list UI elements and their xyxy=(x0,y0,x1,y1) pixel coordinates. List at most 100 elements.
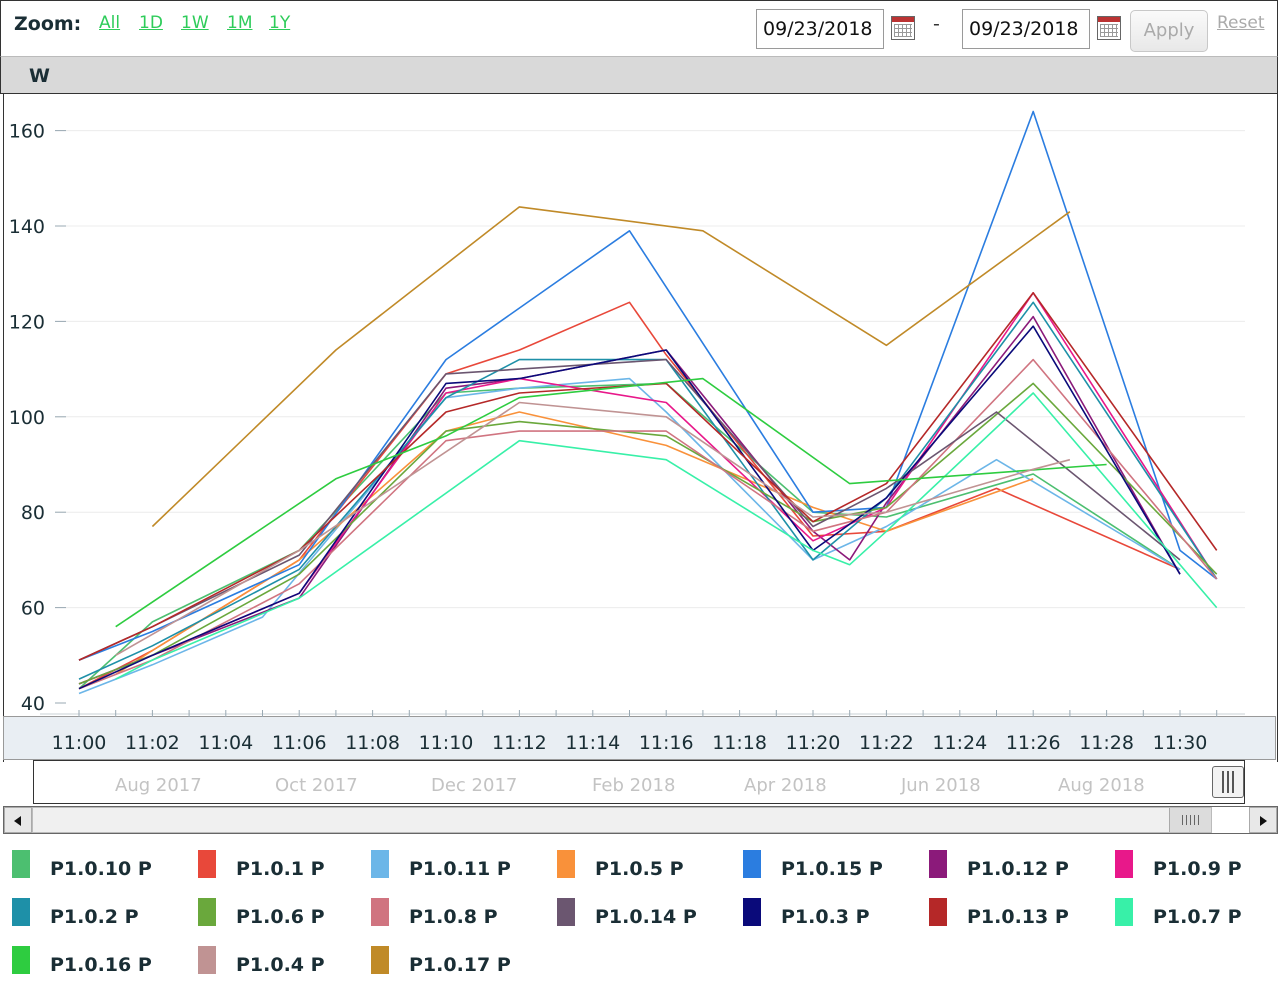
zoom-all-link[interactable]: All xyxy=(99,13,121,33)
series-line xyxy=(115,401,1071,656)
legend-item[interactable]: P1.0.15 P xyxy=(743,848,913,888)
legend-item[interactable]: P1.0.10 P xyxy=(12,848,182,888)
legend-label: P1.0.3 P xyxy=(781,906,870,928)
navigator-label: Jun 2018 xyxy=(901,775,981,796)
legend-swatch xyxy=(371,850,389,878)
navigator-handle[interactable] xyxy=(1212,766,1244,798)
x-tick-label: 11:18 xyxy=(712,732,767,754)
unit-label: W xyxy=(29,65,50,87)
series-line xyxy=(78,377,1181,695)
x-tick-label: 11:14 xyxy=(565,732,620,754)
y-tick-label: 160 xyxy=(9,121,45,143)
x-tick-label: 11:22 xyxy=(859,732,914,754)
scrollbar[interactable] xyxy=(3,806,1278,834)
y-tick-label: 100 xyxy=(9,407,45,429)
navigator-label: Apr 2018 xyxy=(744,775,827,796)
apply-button[interactable]: Apply xyxy=(1130,10,1208,52)
series-line xyxy=(115,377,1107,628)
zoom-1w-link[interactable]: 1W xyxy=(181,13,209,33)
scroll-thumb[interactable] xyxy=(1169,808,1211,832)
legend-item[interactable]: P1.0.11 P xyxy=(371,848,541,888)
legend-item[interactable]: P1.0.3 P xyxy=(743,896,913,936)
legend-label: P1.0.17 P xyxy=(409,954,511,976)
series-line xyxy=(78,358,1181,661)
navigator-label: Oct 2017 xyxy=(275,775,358,796)
series-line xyxy=(78,325,1181,690)
y-tick-label: 120 xyxy=(9,311,45,333)
legend-item[interactable]: P1.0.12 P xyxy=(929,848,1099,888)
zoom-1y-link[interactable]: 1Y xyxy=(269,13,291,33)
zoom-1m-link[interactable]: 1M xyxy=(227,13,253,33)
legend-swatch xyxy=(557,898,575,926)
scroll-left-button[interactable] xyxy=(4,807,32,833)
navigator-label: Aug 2017 xyxy=(115,775,202,796)
legend-label: P1.0.13 P xyxy=(967,906,1069,928)
date-to-input[interactable]: 09/23/2018 xyxy=(962,9,1090,49)
legend-item[interactable]: P1.0.6 P xyxy=(198,896,368,936)
legend-item[interactable]: P1.0.8 P xyxy=(371,896,541,936)
reset-link[interactable]: Reset xyxy=(1217,13,1265,33)
x-tick-label: 11:04 xyxy=(198,732,253,754)
line-chart: 40 60 80 100 120 140 160 11:00 11:02 11:04 11:06 11… xyxy=(9,110,1245,754)
legend-label: P1.0.8 P xyxy=(409,906,498,928)
legend-label: P1.0.14 P xyxy=(595,906,697,928)
x-tick-label: 11:12 xyxy=(492,732,547,754)
calendar-icon[interactable] xyxy=(1097,16,1121,40)
legend-swatch xyxy=(12,946,30,974)
navigator-label: Feb 2018 xyxy=(592,775,676,796)
legend-item[interactable]: P1.0.13 P xyxy=(929,896,1099,936)
arrow-left-icon xyxy=(14,816,21,826)
x-tick-label: 11:08 xyxy=(345,732,400,754)
y-tick-label: 60 xyxy=(21,598,45,620)
zoom-1d-link[interactable]: 1D xyxy=(139,13,163,33)
legend-swatch xyxy=(198,946,216,974)
legend-label: P1.0.2 P xyxy=(50,906,139,928)
x-tick-label: 11:24 xyxy=(932,732,987,754)
unit-bar: W xyxy=(0,56,1278,94)
legend-item[interactable]: P1.0.5 P xyxy=(557,848,727,888)
series-line xyxy=(78,382,1181,690)
zoom-label: Zoom: xyxy=(14,13,82,35)
series-line xyxy=(78,301,1218,680)
date-from-input[interactable]: 09/23/2018 xyxy=(756,9,884,49)
x-tick-label: 11:02 xyxy=(125,732,180,754)
series-line xyxy=(78,358,1218,690)
legend-swatch xyxy=(198,898,216,926)
legend-item[interactable]: P1.0.4 P xyxy=(198,944,368,984)
scroll-right-button[interactable] xyxy=(1249,807,1277,833)
legend-label: P1.0.1 P xyxy=(236,858,325,880)
legend-swatch xyxy=(1115,850,1133,878)
toolbar: Zoom: All 1D 1W 1M 1Y 09/23/2018 - 09/23… xyxy=(0,0,1278,56)
x-axis-band xyxy=(3,716,1276,760)
legend-swatch xyxy=(371,946,389,974)
calendar-icon[interactable] xyxy=(891,16,915,40)
y-tick-label: 140 xyxy=(9,216,45,238)
series-line xyxy=(78,110,1218,661)
legend-label: P1.0.9 P xyxy=(1153,858,1242,880)
legend-item[interactable]: P1.0.2 P xyxy=(12,896,182,936)
legend-item[interactable]: P1.0.9 P xyxy=(1115,848,1280,888)
x-tick-label: 11:16 xyxy=(639,732,694,754)
series-line xyxy=(151,206,1071,528)
series-line xyxy=(78,291,1218,661)
x-tick-label: 11:06 xyxy=(272,732,327,754)
legend-item[interactable]: P1.0.17 P xyxy=(371,944,541,984)
legend-label: P1.0.16 P xyxy=(50,954,152,976)
navigator[interactable]: Aug 2017 Oct 2017 Dec 2017 Feb 2018 Apr … xyxy=(33,760,1245,804)
legend-item[interactable]: P1.0.16 P xyxy=(12,944,182,984)
series-line xyxy=(115,411,1034,676)
legend-item[interactable]: P1.0.1 P xyxy=(198,848,368,888)
legend-swatch xyxy=(557,850,575,878)
legend-item[interactable]: P1.0.7 P xyxy=(1115,896,1280,936)
x-tick-label: 11:30 xyxy=(1153,732,1208,754)
navigator-label: Aug 2018 xyxy=(1058,775,1145,796)
x-tick-label: 11:26 xyxy=(1006,732,1061,754)
legend-swatch xyxy=(929,898,947,926)
x-tick-label: 11:28 xyxy=(1079,732,1134,754)
legend-label: P1.0.12 P xyxy=(967,858,1069,880)
scroll-track[interactable] xyxy=(32,807,1212,833)
plot-frame xyxy=(3,94,1278,762)
legend-label: P1.0.7 P xyxy=(1153,906,1242,928)
legend-swatch xyxy=(1115,898,1133,926)
legend-item[interactable]: P1.0.14 P xyxy=(557,896,727,936)
